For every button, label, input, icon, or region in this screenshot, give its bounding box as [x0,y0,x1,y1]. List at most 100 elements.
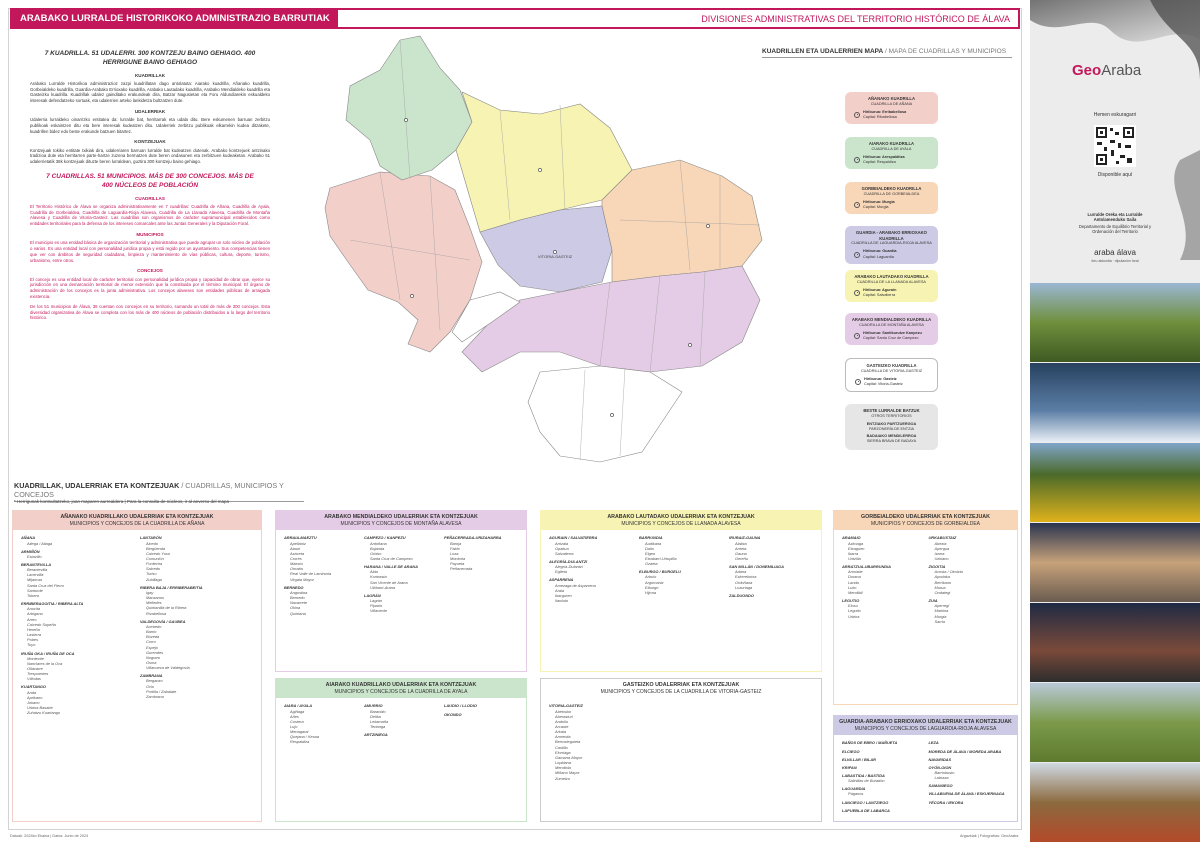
concejo: Urbina Basabe [27,705,53,711]
map-title-es: / MAPA DE CUADRILLAS Y MUNICIPIOS [885,48,1007,55]
concejo: Zambrana [146,693,164,699]
others-list: ENTZIAKO PARTZUERGOA PARZONERÍA DE ENTZIA… [848,422,935,445]
municipality: MOREDA DE ÁLAVA / MOREDA ARABA [929,749,1010,754]
capital-es: Capital: Salvatierra [863,292,896,297]
municipality: OYÓN-OION Barriobusto Labraza [929,765,1010,780]
concejo: Tobera [27,592,39,598]
concejo: Rivabellosa [146,610,167,616]
logo-geo: Geo [1072,62,1102,79]
legend-name-es: CUADRILLA DE AÑANA [870,101,913,106]
legend-name-eu: ARABAKO MENDIALDEKO KUADRILLA [851,317,932,322]
municipality-name: SAN MILLÁN / DONEMILIAGA [729,564,784,570]
other-territory: SIERRA BRAVA DE BADAYA [866,439,917,444]
municipality-name: HARANA / VALLE DE ARANA [364,564,418,570]
concejo: Acebedo [146,623,162,629]
concejo: Respaldiza [290,739,310,745]
concejo: Espejo [146,644,158,650]
concejo: Landa [848,579,859,585]
concejo: Virgala Mayor [290,576,314,582]
concejo: Turiso [146,571,157,577]
municipality: ZUIA Aperregi Markina Murgia Sarria [929,598,1010,624]
concejo: Acosta / Okoizta [934,569,963,575]
concejo: Antoñana [370,540,387,546]
concejo: Ocio [146,683,154,689]
card-subtitle: MUNICIPIOS Y CONCEJOS DE LAGUARDIA-RIOJA… [854,725,997,732]
card: GASTEIZKO UDALERRIAK ETA KONTZEJUAK MUNIC… [540,678,822,822]
concejo: Real Valle de Laminoria [290,571,332,577]
concejo: Páganos [848,791,864,797]
concejo: Apellániz [290,540,306,546]
concejo: Gauna [735,550,747,556]
legend-item: GASTEIZKO KUADRILLA CUADRILLA DE VITORIA-… [845,358,938,393]
municipality: URKABUSTAIZ Abezia Apergua Izarra Uzkiano [929,535,1010,561]
concejo: Lacervilla [27,572,44,578]
concejo: Caicedo Yuso [146,550,171,556]
footer-left: Datuak: 2024ko Ekaina | Datos: Junio de … [10,834,89,838]
legend-item: AIARAKO KUADRILLA CUADRILLA DE AYALA Hirib… [845,137,938,170]
capital-text: Hiriburua: Murgia Capital: Murgia [863,200,895,210]
concejo: Mendiola [555,765,571,771]
municipality-name: BERANTEVILLA [21,562,52,567]
concejo: Apergua [934,545,950,551]
dept-eu: Lurralde Oreka eta Lurralde Antolamenduk… [1087,212,1143,222]
concejo: Maeztu [290,561,303,567]
concejo: Añes [290,713,299,719]
concejo: Ondategi [934,589,951,595]
capital-es: Capital: Laguardia [863,254,894,259]
municipality-name: OYÓN-OION [928,764,952,770]
intro-sections-es: CUADRILLAS El Territorio Histórico de Ála… [30,196,270,300]
concejo: Santurde [27,587,43,593]
legend-name-es: CUADRILLA DE AYALA [871,146,912,151]
concejo: Opakua [555,545,569,551]
concejo: Quintanilla de la Ribera [146,605,187,611]
legend-capital: Hiriburua: Erribabellosa Capital: Ribabel… [854,110,935,120]
card: AÑANAKO KUADRILLAKO UDALERRIAK ETA KONTZ… [12,510,262,822]
municipality: LAUDIO / LLODIO [444,703,518,708]
municipality-name: VALDEGOVÍA / GAUBEA [140,618,186,624]
municipal-boundary [499,109,511,221]
municipality-name: IRURAIZ-GAUNA [729,535,761,541]
municipality-name: ARAMAIO [842,535,861,541]
municipality-name: LAGUARDIA [842,786,866,792]
municipality: LANCIEGO / LANTZIEGO [842,800,923,805]
concejo: Murua [934,584,946,590]
sidebar: GeoAraba Hemen eskuragarri Disponible aq… [1030,0,1200,842]
concejo: Navarrete [290,600,308,606]
concejo: Ordoñana [735,579,753,585]
concejo: Hijona [645,589,657,595]
concejo: Salcedo [146,566,161,572]
concejo: Orbiso [370,550,382,556]
capital-icon [854,289,860,296]
concejo: Manzanos [146,595,164,601]
concejo: Markina [934,608,949,614]
municipality-name: LEGUTIO [842,598,860,604]
concejo: Ibarra [848,550,859,556]
concejo: Montoria [450,556,466,561]
concejo: Bóveda [146,634,160,640]
municipality-name: ASPARRENA [549,577,574,583]
capital-text: Hiriburua: Gasteiz Capital: Vitoria-Gaste… [864,377,903,387]
section-text: Udalerria lurraldeko oinarrizko entitate… [30,117,270,134]
legend-name-eu: GUARDIA - ARABAKO ERRIOXAKO KUADRILLA [856,230,927,241]
concejo: Armentia [555,734,571,740]
capital-marker [706,224,710,228]
concejo: Peñacerrada [450,566,473,572]
capital-eu: Hiriburua: Santikurutze Kanpezu [863,330,922,335]
concejo: Tuyo [27,642,36,648]
section-heading: MUNICIPIOS [136,231,164,237]
legend-others: BESTE LURRALDE BATZUK OTROS TERRITORIOS … [845,404,938,451]
concejo: Villanueva de Valdegovía [146,665,190,671]
card-body: ARRAIA-MAEZTU Apellániz Atauri Azáceta Corre… [276,530,526,620]
municipality: IRURAIZ-GAUNA Alaitza Arrieta Gauna Gereñu [729,535,813,561]
card-subtitle: MUNICIPIOS Y CONCEJOS DE LLANADA ALAVESA [621,520,741,527]
legend-name-eu: AIARAKO KUADRILLA [868,141,915,146]
capital-marker [553,250,557,254]
municipal-boundary [349,239,471,261]
intro-heading-eu: 7 KUADRILLA. 51 UDALERRI. 300 KONTZEJU B… [44,50,256,66]
concejo: Arroiabe [848,569,863,575]
concejo: Lasierra [27,632,42,638]
municipality-name: RIBERA BAJA / ERRIBERABEITIA [140,584,203,590]
concejo: Melledes [146,600,162,606]
legend-item: GUARDIA - ARABAKO ERRIOXAKO KUADRILLA CUA… [845,226,938,264]
section-heading: KONTZEJUAK [134,139,166,145]
